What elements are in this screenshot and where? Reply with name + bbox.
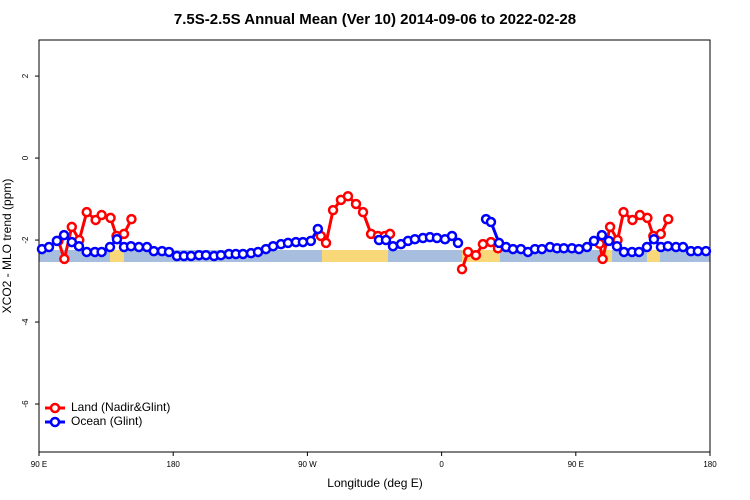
data-point bbox=[603, 235, 615, 247]
data-point bbox=[700, 245, 712, 257]
data-point bbox=[692, 245, 704, 257]
data-point bbox=[431, 232, 443, 244]
data-point bbox=[485, 216, 497, 228]
data-point bbox=[588, 235, 600, 247]
y-tick-label: -6 bbox=[21, 400, 30, 408]
data-point bbox=[96, 246, 107, 258]
data-point bbox=[58, 229, 70, 241]
legend-label: Land (Nadir&Glint) bbox=[71, 400, 170, 414]
chart-title: 7.5S-2.5S Annual Mean (Ver 10) 2014-09-0… bbox=[174, 11, 576, 28]
data-point bbox=[200, 249, 212, 261]
data-point bbox=[163, 246, 175, 258]
data-point bbox=[350, 198, 362, 210]
data-point bbox=[357, 206, 369, 218]
data-point bbox=[105, 212, 116, 224]
data-point bbox=[581, 241, 593, 253]
x-tick-label: 180 bbox=[167, 460, 181, 469]
data-point bbox=[81, 206, 92, 218]
land-band bbox=[110, 250, 124, 262]
data-point bbox=[596, 229, 608, 241]
data-point bbox=[305, 235, 317, 247]
data-point bbox=[641, 241, 653, 253]
data-point bbox=[409, 233, 421, 245]
data-point bbox=[73, 240, 85, 252]
data-point bbox=[59, 253, 70, 265]
x-axis-label: Longitude (deg E) bbox=[327, 476, 422, 490]
data-point bbox=[662, 213, 674, 225]
data-point bbox=[655, 228, 667, 240]
data-point bbox=[237, 248, 249, 260]
data-point bbox=[66, 221, 78, 233]
data-point bbox=[118, 228, 130, 240]
legend-marker bbox=[49, 416, 61, 428]
data-point bbox=[148, 245, 160, 257]
x-tick-label: 0 bbox=[439, 460, 444, 469]
data-point bbox=[452, 237, 464, 249]
data-point bbox=[342, 190, 354, 202]
land-band bbox=[647, 250, 660, 262]
data-point bbox=[633, 246, 645, 258]
data-point bbox=[604, 221, 616, 233]
data-point bbox=[387, 240, 399, 252]
y-tick-label: 2 bbox=[21, 73, 30, 78]
data-point bbox=[380, 234, 392, 246]
legend-label: Ocean (Glint) bbox=[71, 414, 142, 428]
legend-marker bbox=[49, 402, 61, 414]
data-point bbox=[320, 237, 332, 249]
x-tick-label: 180 bbox=[703, 460, 717, 469]
data-point bbox=[81, 246, 92, 258]
data-point bbox=[446, 230, 458, 242]
data-point bbox=[642, 212, 653, 224]
data-point bbox=[111, 233, 123, 245]
data-point bbox=[536, 243, 548, 255]
x-tick-label: 90 E bbox=[31, 460, 47, 469]
data-point bbox=[618, 206, 629, 218]
land-band bbox=[322, 250, 388, 262]
y-tick-label: -4 bbox=[21, 318, 30, 326]
data-point bbox=[477, 238, 489, 250]
y-tick-label: 0 bbox=[21, 155, 30, 160]
y-axis-label: XCO2 - MLO trend (ppm) bbox=[0, 179, 14, 314]
data-point bbox=[133, 241, 145, 253]
data-point bbox=[51, 235, 63, 247]
data-point bbox=[648, 233, 660, 245]
data-point bbox=[470, 249, 482, 261]
data-point bbox=[456, 263, 468, 275]
data-point bbox=[618, 246, 630, 258]
data-point bbox=[627, 214, 638, 226]
data-point bbox=[485, 236, 497, 248]
data-point bbox=[558, 243, 570, 254]
data-point bbox=[573, 243, 585, 255]
data-point bbox=[327, 204, 339, 216]
data-point bbox=[215, 249, 227, 261]
x-tick-label: 90 E bbox=[568, 460, 584, 469]
data-point bbox=[677, 241, 689, 253]
data-point bbox=[611, 240, 623, 252]
data-point bbox=[597, 253, 608, 265]
y-tick-label: -2 bbox=[21, 236, 30, 244]
x-tick-label: 90 W bbox=[298, 460, 317, 469]
data-point bbox=[96, 209, 107, 221]
data-point bbox=[662, 240, 674, 252]
data-point bbox=[126, 213, 137, 225]
data-point bbox=[104, 241, 116, 253]
data-point bbox=[312, 223, 324, 235]
data-point bbox=[43, 241, 55, 253]
